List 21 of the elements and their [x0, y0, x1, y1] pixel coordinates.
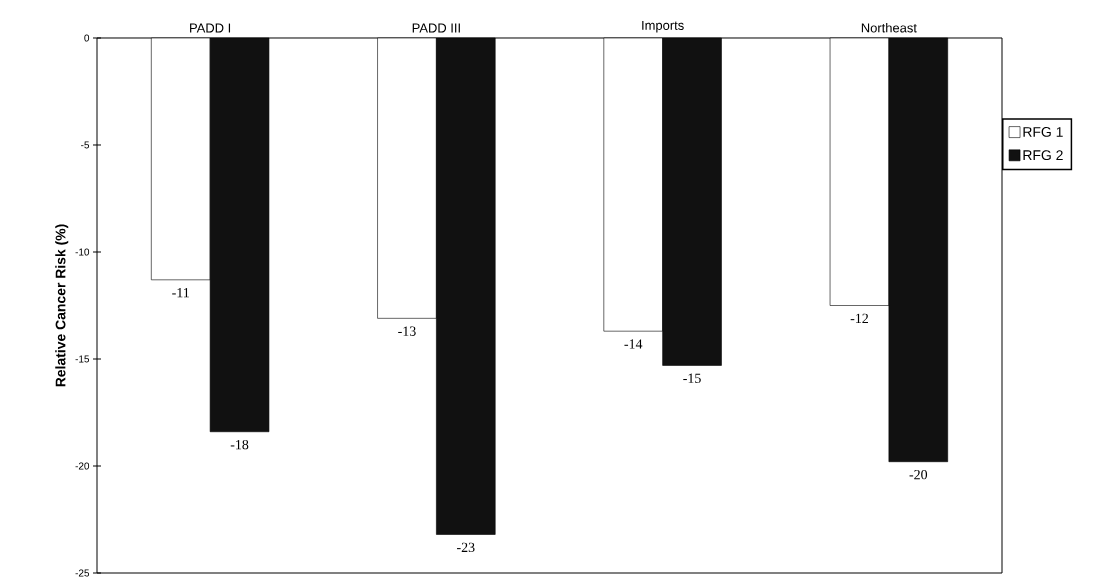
y-tick-label: -25 — [75, 569, 90, 577]
legend-label: RFG 1 — [1023, 126, 1063, 137]
y-tick-label: -10 — [75, 248, 90, 256]
data-label: -11 — [172, 288, 189, 298]
data-label: -14 — [624, 339, 643, 349]
y-tick-label: -15 — [75, 355, 90, 363]
y-tick-label: -5 — [81, 141, 90, 149]
data-label: -12 — [850, 313, 868, 323]
x-tick-label: Northeast — [861, 22, 917, 33]
legend-label: RFG 2 — [1023, 150, 1063, 161]
data-label: -18 — [230, 439, 249, 450]
data-label: -13 — [398, 326, 416, 336]
x-tick-label: PADD I — [190, 23, 231, 33]
y-axis-title: Relative Cancer Risk (%) — [55, 224, 69, 387]
data-label: -23 — [457, 542, 475, 553]
x-tick-label: Imports — [642, 20, 684, 33]
data-label: -15 — [683, 373, 701, 383]
y-tick-label: -20 — [75, 462, 90, 470]
y-tick-label: 0 — [84, 34, 90, 42]
x-tick-label: PADD III — [412, 23, 460, 33]
data-label: -20 — [909, 469, 928, 480]
